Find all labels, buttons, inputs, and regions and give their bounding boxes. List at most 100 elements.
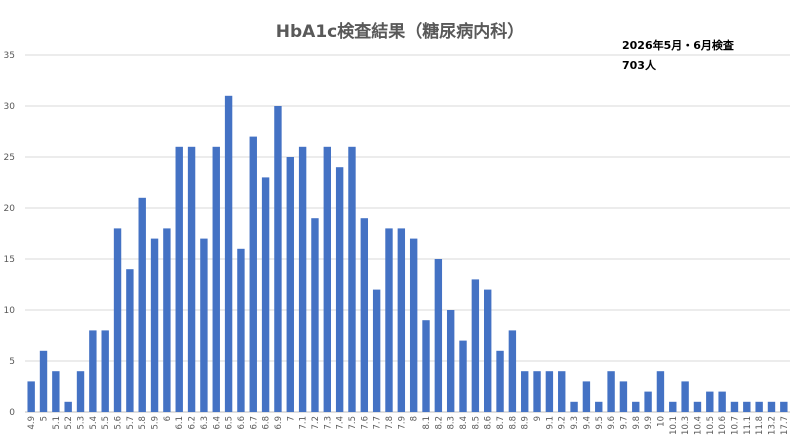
- x-tick-label: 11.1: [743, 416, 753, 435]
- y-tick-label: 15: [4, 255, 15, 265]
- bar: [372, 289, 381, 412]
- y-tick-label: 30: [4, 102, 16, 112]
- x-tick-label: 7: [286, 416, 296, 421]
- bar: [311, 218, 319, 412]
- x-tick-label: 11.8: [755, 416, 765, 435]
- bar: [570, 401, 578, 412]
- x-tick-label: 9.4: [582, 416, 592, 430]
- x-tick-label: 5: [40, 416, 50, 421]
- x-tick-label: 4.9: [27, 416, 37, 430]
- bar: [397, 228, 406, 412]
- bar: [459, 340, 467, 412]
- x-axis-ticks: 4.9 5 5.1 5.2 5.3 5.4 5.5 5.6 5.7 5.8 5.9 6 6.1 6.2 6.…: [27, 416, 790, 435]
- x-tick-label: 5.5: [101, 416, 111, 430]
- x-tick-label: 5.7: [126, 416, 136, 430]
- x-tick-label: 8.7: [496, 416, 506, 430]
- x-tick-label: 10.1: [669, 416, 679, 435]
- bar: [286, 157, 294, 412]
- y-tick-label: 0: [9, 408, 15, 418]
- bar: [669, 401, 677, 412]
- x-tick-label: 8.9: [521, 416, 531, 430]
- x-tick-label: 7.9: [397, 416, 407, 430]
- x-tick-label: 5.3: [77, 416, 87, 430]
- x-tick-label: 6.6: [237, 416, 247, 430]
- bar: [484, 289, 492, 412]
- bar: [64, 401, 72, 412]
- bar: [89, 330, 97, 412]
- bar: [743, 401, 751, 412]
- y-tick-label: 10: [4, 306, 16, 316]
- x-tick-label: 9: [533, 416, 543, 421]
- x-tick-label: 6.8: [262, 416, 272, 430]
- bar: [619, 381, 628, 412]
- x-tick-label: 8.5: [471, 416, 481, 430]
- bar: [595, 401, 603, 412]
- bar: [767, 401, 776, 412]
- bar: [335, 167, 344, 412]
- x-tick-label: 7.4: [336, 416, 346, 430]
- bar: [718, 391, 726, 412]
- bar: [163, 228, 171, 412]
- bar: [237, 248, 245, 412]
- bars: [27, 95, 788, 413]
- bar: [521, 371, 529, 412]
- bar: [755, 401, 763, 412]
- x-tick-label: 8.3: [447, 416, 457, 430]
- x-tick-label: 5.9: [151, 416, 161, 430]
- x-tick-label: 17.7: [780, 416, 790, 435]
- x-tick-label: 5.4: [89, 416, 99, 430]
- x-tick-label: 9.5: [595, 416, 605, 430]
- bar: [261, 177, 270, 412]
- bar: [150, 238, 159, 412]
- bar: [656, 371, 665, 412]
- bar: [644, 391, 652, 412]
- x-tick-label: 7.7: [373, 416, 383, 430]
- x-tick-label: 9.9: [644, 416, 654, 430]
- x-tick-label: 7.2: [311, 416, 321, 430]
- x-tick-label: 6.3: [200, 416, 210, 430]
- x-tick-label: 13.2: [767, 416, 777, 435]
- x-tick-label: 7.8: [385, 416, 395, 430]
- x-tick-label: 6: [163, 416, 173, 421]
- bar: [126, 269, 134, 412]
- bar: [175, 146, 183, 413]
- bar: [582, 381, 591, 412]
- x-tick-label: 10.5: [706, 416, 716, 435]
- x-tick-label: 7.5: [348, 416, 358, 430]
- x-tick-label: 5.2: [64, 416, 74, 430]
- x-tick-label: 8.4: [459, 416, 469, 430]
- bar: [681, 381, 689, 412]
- x-tick-label: 9.2: [558, 416, 568, 430]
- bar: [39, 350, 48, 412]
- bar: [533, 371, 541, 412]
- y-tick-label: 35: [4, 51, 15, 61]
- x-tick-label: 10.6: [718, 416, 728, 435]
- bar: [249, 136, 257, 412]
- x-tick-label: 9.6: [607, 416, 617, 430]
- bar: [224, 95, 233, 413]
- annotation-exam-period: 2026年5月・6月検査: [622, 38, 734, 52]
- bar: [385, 228, 393, 412]
- y-tick-label: 25: [4, 153, 15, 163]
- chart-title: HbA1c検査結果（糖尿病内科）: [276, 21, 524, 42]
- bar: [693, 401, 702, 412]
- x-tick-label: 10.3: [681, 416, 691, 435]
- bar: [508, 330, 517, 412]
- x-tick-label: 5.6: [114, 416, 124, 430]
- x-tick-label: 9.1: [545, 416, 555, 430]
- x-tick-label: 10.7: [730, 416, 740, 435]
- bar: [101, 330, 109, 412]
- bar: [274, 106, 282, 412]
- x-tick-label: 6.5: [225, 416, 235, 430]
- annotation-patient-count: 703人: [622, 58, 657, 72]
- bar: [632, 401, 640, 412]
- bar: [706, 391, 714, 412]
- x-tick-label: 8.8: [508, 416, 518, 430]
- bar: [52, 371, 60, 412]
- x-tick-label: 8.2: [434, 416, 444, 430]
- bar: [730, 401, 739, 412]
- x-tick-label: 6.4: [212, 416, 222, 430]
- bar: [348, 146, 356, 413]
